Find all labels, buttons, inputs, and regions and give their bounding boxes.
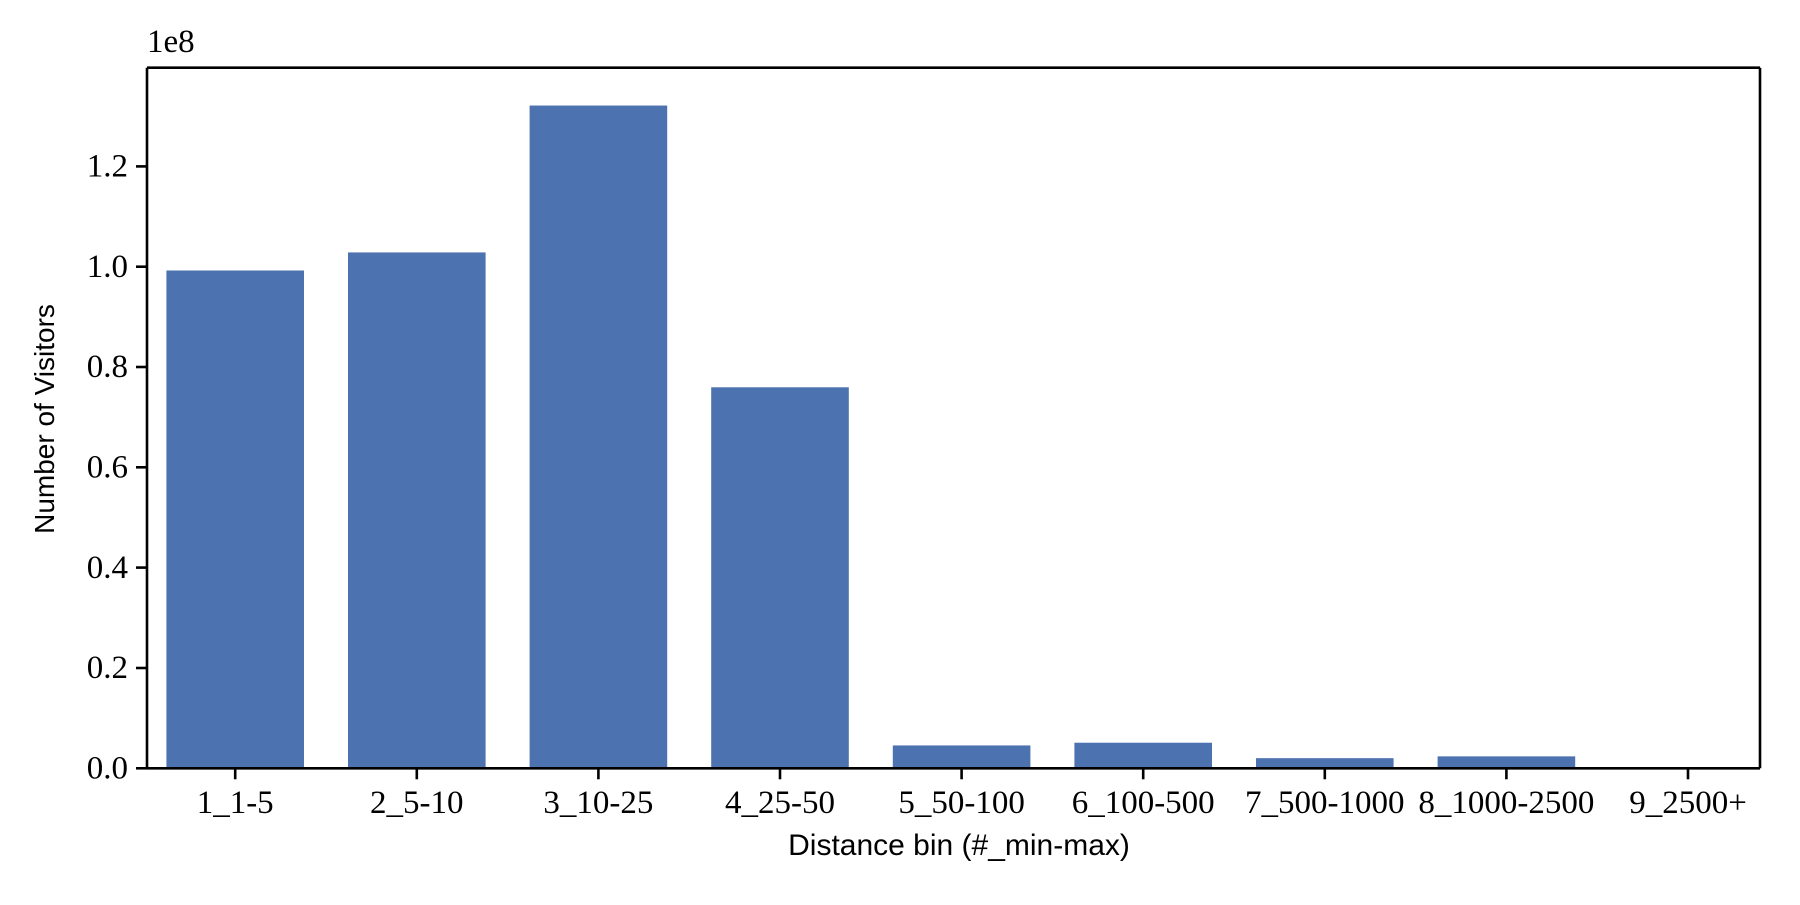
svg-text:0.2: 0.2 — [87, 650, 128, 686]
svg-text:8_1000-2500: 8_1000-2500 — [1418, 785, 1594, 821]
svg-text:0.0: 0.0 — [87, 751, 128, 787]
svg-text:0.8: 0.8 — [87, 349, 128, 385]
svg-text:Distance bin (#_min-max): Distance bin (#_min-max) — [788, 829, 1130, 862]
svg-text:0.6: 0.6 — [87, 450, 128, 486]
svg-text:1.0: 1.0 — [87, 249, 128, 285]
svg-text:1.2: 1.2 — [87, 149, 128, 185]
svg-text:4_25-50: 4_25-50 — [725, 785, 835, 821]
svg-text:6_100-500: 6_100-500 — [1072, 785, 1215, 821]
svg-text:7_500-1000: 7_500-1000 — [1245, 785, 1405, 821]
svg-text:1e8: 1e8 — [147, 24, 195, 60]
svg-text:2_5-10: 2_5-10 — [370, 785, 464, 821]
svg-text:Number of Visitors: Number of Visitors — [29, 304, 60, 534]
svg-text:0.4: 0.4 — [87, 550, 128, 586]
svg-text:1_1-5: 1_1-5 — [197, 785, 274, 821]
svg-text:3_10-25: 3_10-25 — [543, 785, 653, 821]
svg-text:5_50-100: 5_50-100 — [898, 785, 1025, 821]
svg-text:9_2500+: 9_2500+ — [1629, 785, 1747, 821]
